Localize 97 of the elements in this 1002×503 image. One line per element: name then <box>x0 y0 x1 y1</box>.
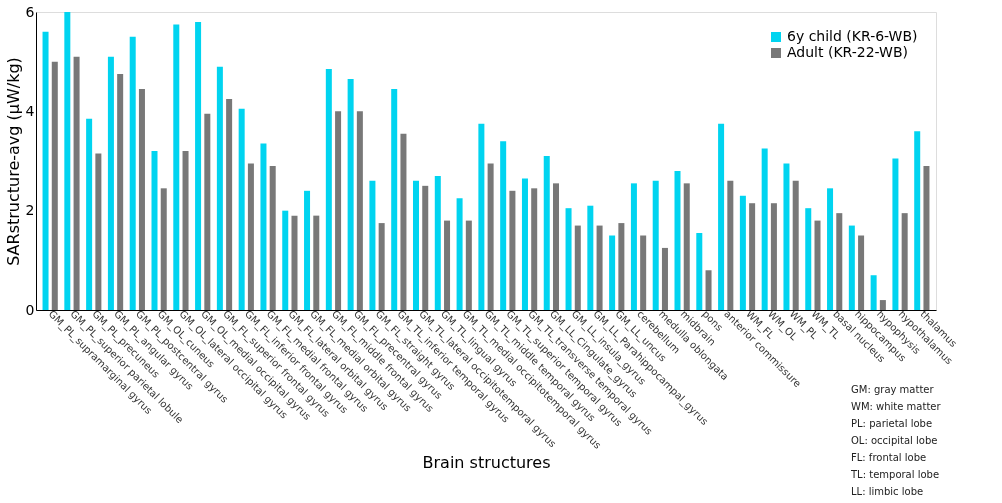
bar <box>391 88 398 310</box>
bar <box>216 66 223 310</box>
bar <box>739 195 746 310</box>
bar <box>500 141 507 310</box>
bar <box>705 270 712 310</box>
bar <box>640 235 647 310</box>
bar <box>173 24 180 310</box>
bar <box>521 178 528 310</box>
x-axis-title: Brain structures <box>422 452 551 472</box>
bar <box>356 111 363 310</box>
bar <box>630 183 637 310</box>
bar <box>609 235 616 310</box>
bar <box>129 36 136 310</box>
bar <box>683 183 690 310</box>
y-tick-label: 4 <box>25 102 35 119</box>
bar <box>761 148 768 310</box>
bar <box>652 180 659 310</box>
bar <box>552 183 559 310</box>
bar <box>923 165 930 310</box>
bar <box>378 223 385 310</box>
bar <box>282 210 289 310</box>
bar <box>914 131 921 310</box>
bar <box>347 79 354 310</box>
bar <box>226 98 233 310</box>
bar <box>901 213 908 310</box>
bar <box>117 74 124 310</box>
legend-label: 6y child (KR-6-WB) <box>787 28 918 44</box>
text: WM: white matter <box>851 401 942 412</box>
bar <box>160 188 167 310</box>
text: PL: parietal lobe <box>851 418 933 429</box>
bar <box>531 188 538 310</box>
bar <box>182 151 189 310</box>
bar <box>848 225 855 310</box>
bar <box>313 215 320 310</box>
bar <box>304 190 311 310</box>
text: OL: occipital lobe <box>851 435 938 446</box>
bar <box>718 123 725 310</box>
bar <box>465 220 472 310</box>
bar <box>434 175 441 310</box>
bar <box>879 300 886 310</box>
bar <box>749 203 756 310</box>
bar <box>574 225 581 310</box>
bar <box>565 208 572 310</box>
bar <box>587 205 594 310</box>
bar <box>195 21 202 310</box>
legend-label: Adult (KR-22-WB) <box>787 44 908 60</box>
bar <box>86 118 93 310</box>
bar <box>325 69 332 310</box>
bar <box>260 143 267 310</box>
bar <box>618 223 625 310</box>
bar <box>870 275 877 310</box>
y-tick-label: 2 <box>25 202 35 219</box>
bar <box>204 113 211 310</box>
bar <box>107 56 114 310</box>
text: TL: temporal lobe <box>850 469 940 480</box>
bar <box>238 108 245 310</box>
y-tick-label: 6 <box>25 3 35 20</box>
bar <box>456 198 463 310</box>
bar <box>596 225 603 310</box>
bar <box>696 233 703 310</box>
bar <box>138 88 145 310</box>
bar <box>827 188 834 310</box>
bar <box>509 190 516 310</box>
text: FL: frontal lobe <box>851 452 927 463</box>
bar <box>291 215 298 310</box>
bar <box>151 151 158 310</box>
bar <box>661 247 668 310</box>
y-tick-label: 0 <box>25 301 35 318</box>
bar <box>269 165 276 310</box>
bar <box>783 163 790 310</box>
bar <box>247 163 254 310</box>
bar <box>42 31 49 310</box>
bar <box>64 12 71 310</box>
bar <box>770 203 777 310</box>
bar <box>335 111 342 310</box>
bar <box>444 220 451 310</box>
bar <box>413 180 420 310</box>
bar <box>73 56 80 310</box>
bar <box>858 235 865 310</box>
bar <box>814 220 821 310</box>
text: GM: gray matter <box>851 384 935 395</box>
bar <box>892 158 899 310</box>
bar <box>369 180 376 310</box>
bar <box>543 156 550 310</box>
bar <box>95 153 102 310</box>
bar <box>674 170 681 310</box>
text: LL: limbic lobe <box>851 486 924 497</box>
y-axis-title: SARstructure-avg (μW/kg) <box>3 57 23 266</box>
bar <box>422 185 429 310</box>
bar <box>478 123 485 310</box>
bar <box>836 213 843 310</box>
bar <box>727 180 734 310</box>
bar <box>805 208 812 310</box>
bar <box>487 163 494 310</box>
bar <box>792 180 799 310</box>
bar <box>400 133 407 310</box>
bar <box>51 61 58 310</box>
